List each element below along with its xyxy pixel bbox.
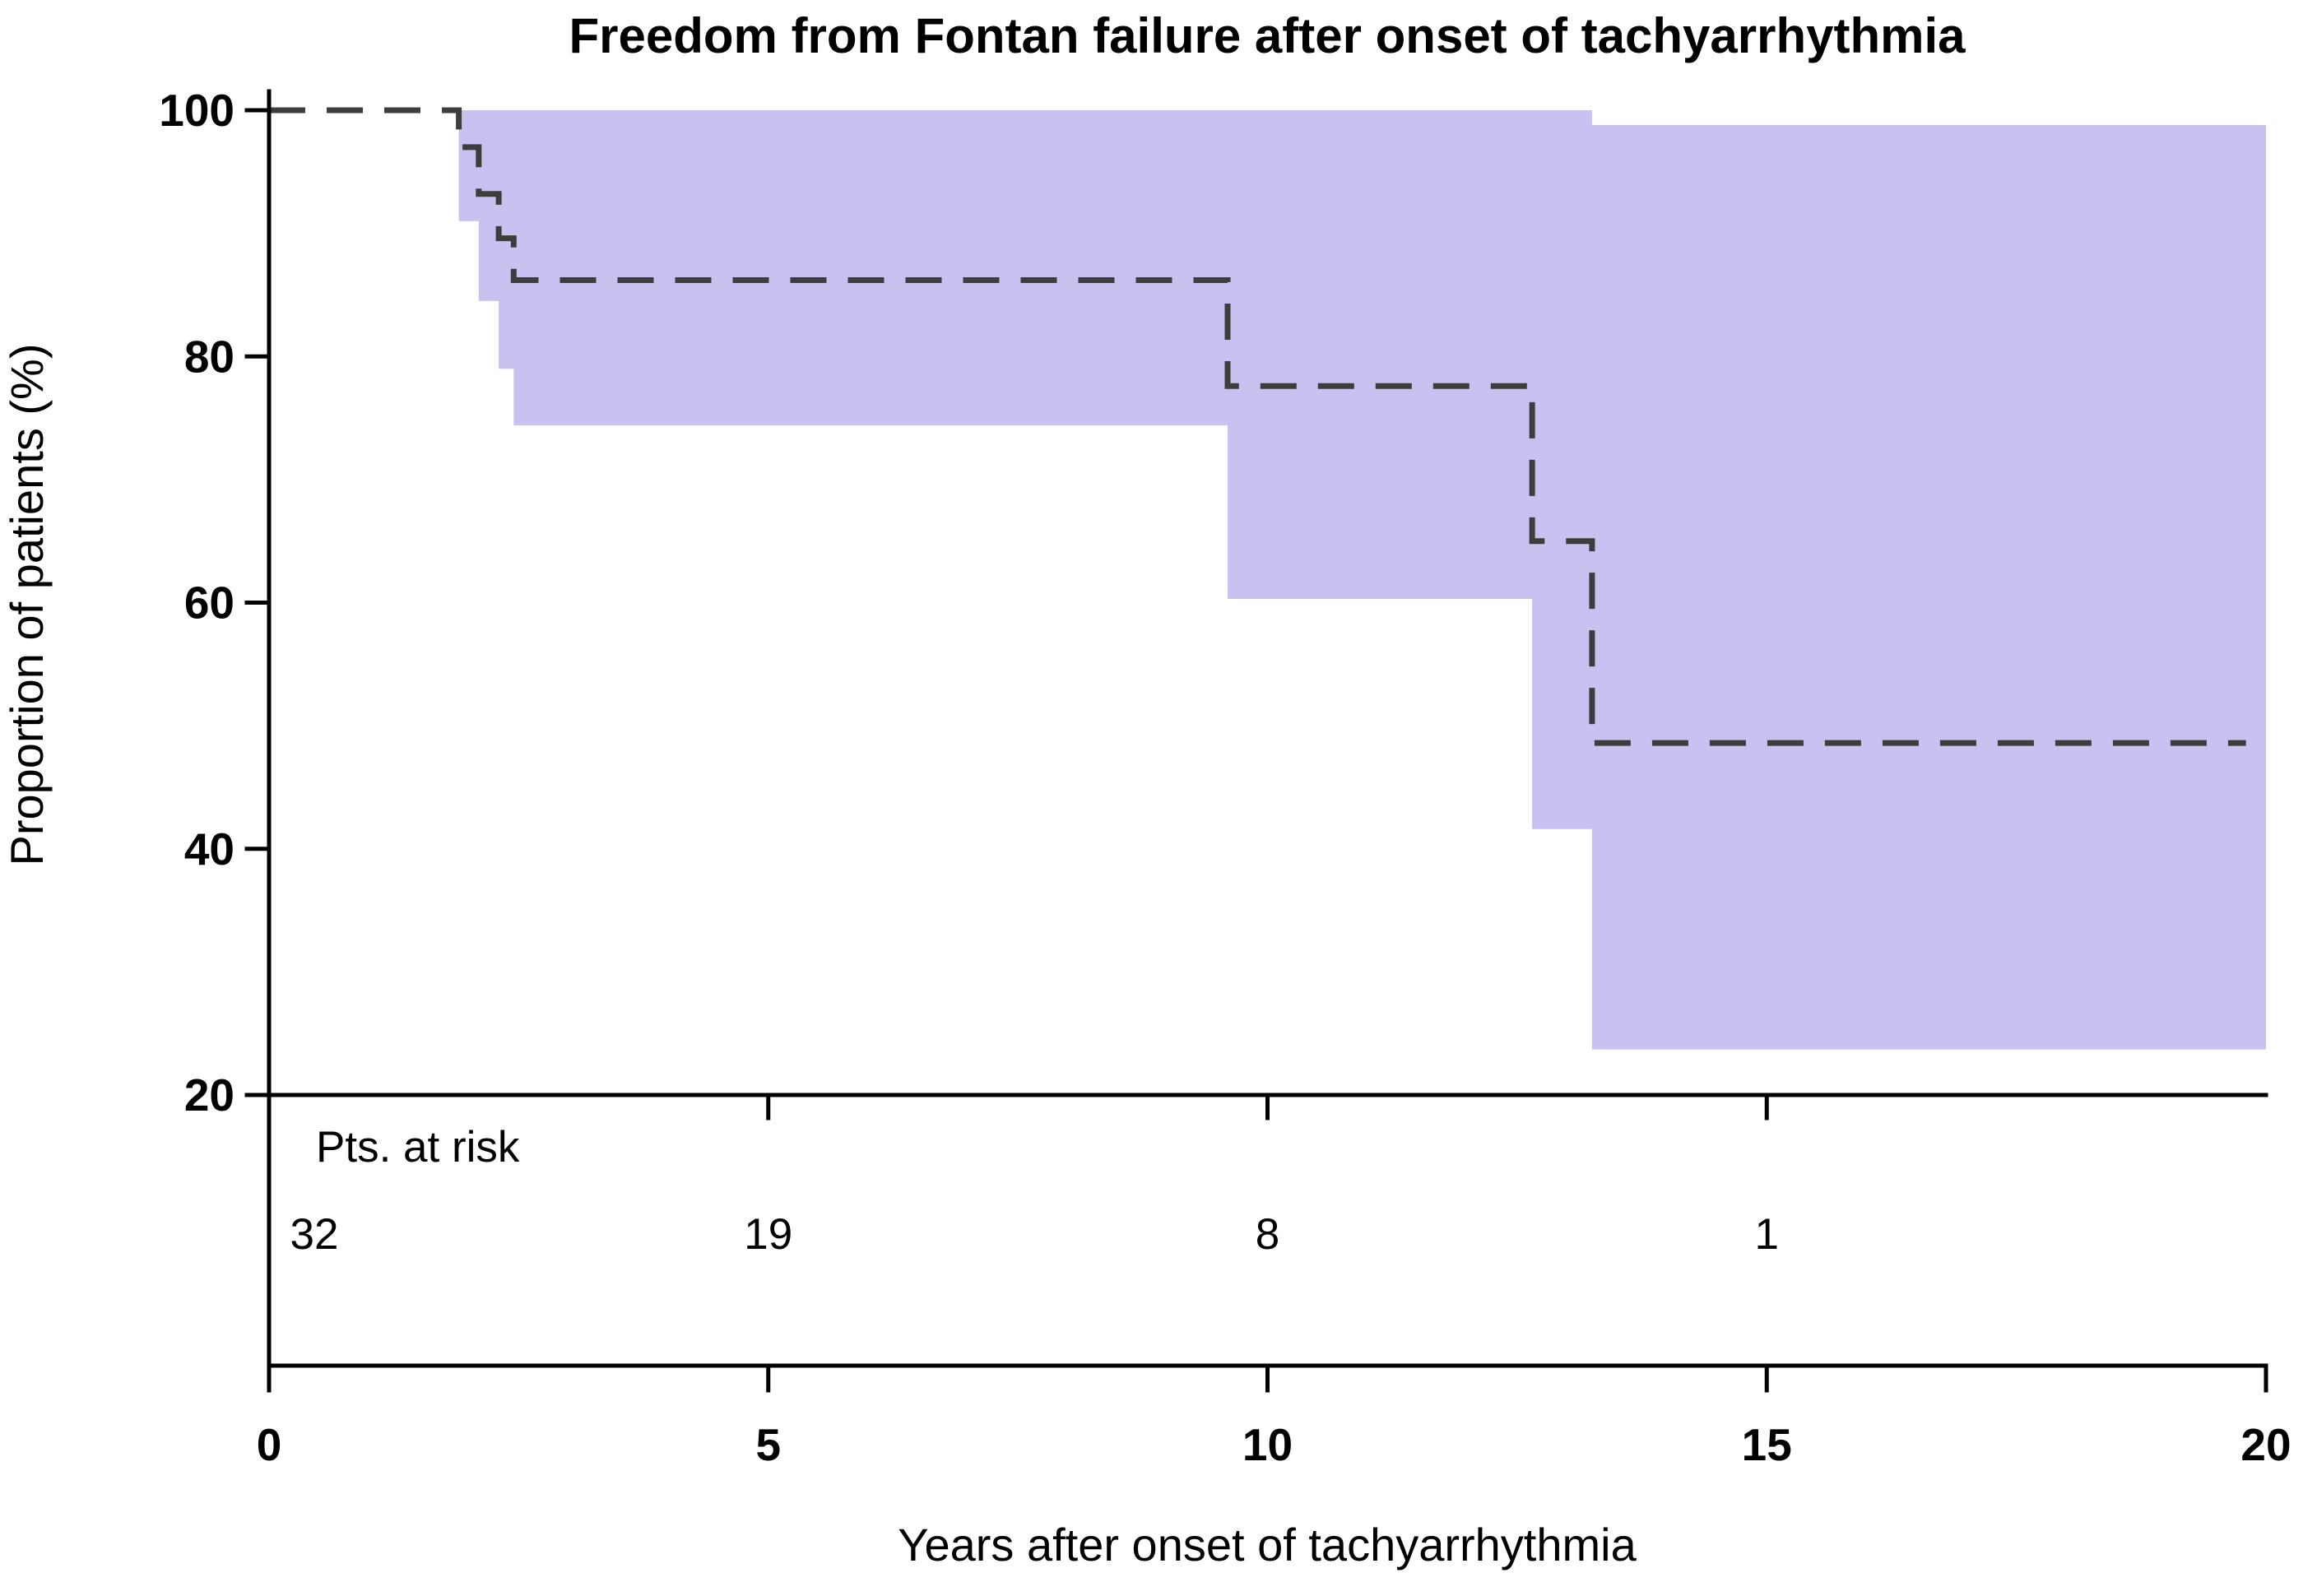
x-tick-label-15: 15 (1742, 1419, 1792, 1470)
confidence-band-layer (458, 110, 2266, 1050)
y-tick-label-100: 100 (159, 85, 234, 136)
risk-table-label: Pts. at risk (316, 1123, 520, 1171)
y-tick-label-40: 40 (184, 824, 234, 875)
x-tick-label-10: 10 (1242, 1419, 1293, 1470)
risk-count-0: 32 (290, 1210, 339, 1259)
survival-curve-layer (269, 107, 2246, 746)
confidence-band (458, 110, 2266, 1050)
x-axis-title: Years after onset of tachyarrhythmia (898, 1519, 1637, 1570)
y-tick-label-60: 60 (184, 578, 234, 629)
risk-table-layer: 32 19 8 1 (290, 1210, 1779, 1259)
y-tick-label-20: 20 (184, 1069, 234, 1120)
km-curve (269, 107, 2246, 746)
x-tick-label-0: 0 (257, 1419, 282, 1470)
y-axis-title: Proportion of patients (%) (1, 344, 53, 866)
y-tick-label-80: 80 (184, 331, 234, 382)
x-tick-label-20: 20 (2240, 1419, 2291, 1470)
risk-count-5: 19 (744, 1210, 792, 1259)
x-tick-label-5: 5 (755, 1419, 781, 1470)
risk-count-15: 1 (1755, 1210, 1779, 1259)
ticks-layer: 20 40 60 80 100 0 5 10 15 20 (159, 85, 2291, 1470)
risk-count-10: 8 (1256, 1210, 1279, 1259)
chart-title: Freedom from Fontan failure after onset … (569, 8, 1966, 63)
